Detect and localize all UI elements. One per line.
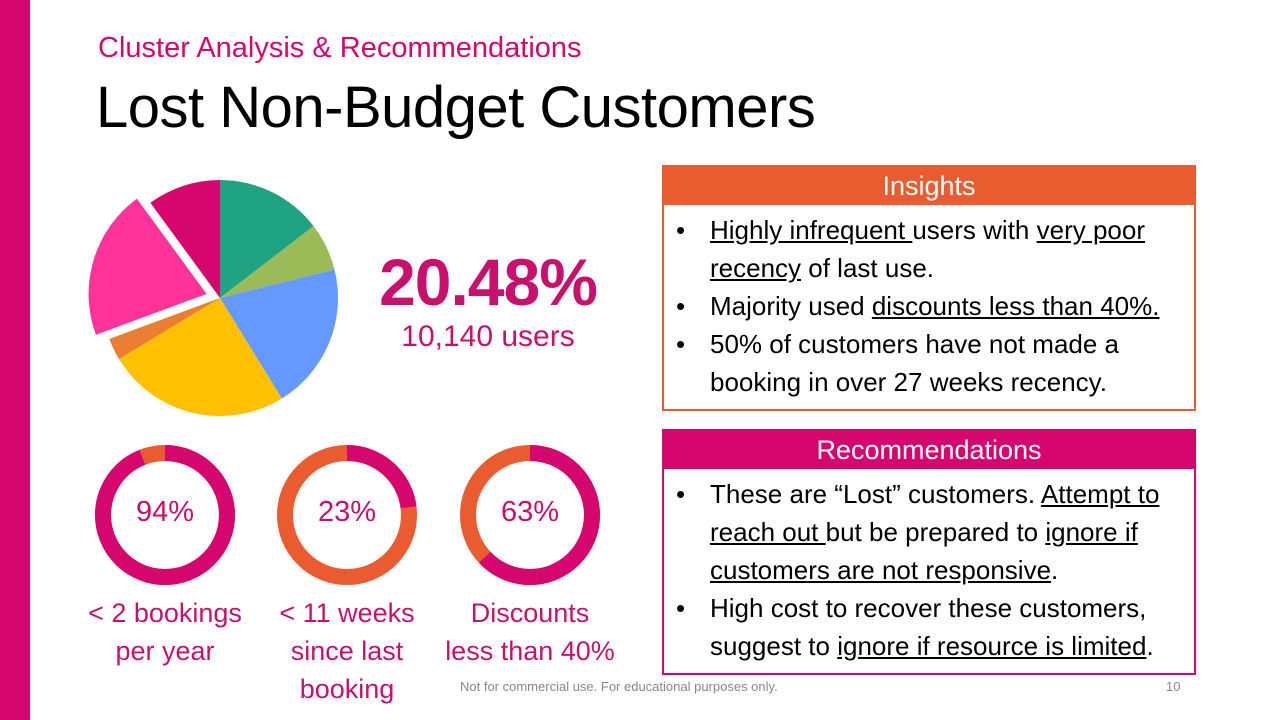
insight-text: 50% of customers have not made a booking… <box>710 329 1120 397</box>
pie-slice <box>109 298 220 360</box>
recommendation-emphasis: ignore if customers are not responsive <box>710 517 1138 585</box>
insight-text: users with <box>912 215 1037 245</box>
stat-label-line: < 2 bookings <box>88 598 242 628</box>
stat-donut-recency: 23% <box>272 440 422 590</box>
footer-disclaimer: Not for commercial use. For educational … <box>460 679 778 694</box>
segment-pie-chart <box>88 180 338 416</box>
pie-slice <box>220 269 338 399</box>
insight-emphasis: Highly infrequent <box>710 215 913 245</box>
insight-item: 50% of customers have not made a booking… <box>676 325 1180 401</box>
side-accent-bar <box>0 0 30 720</box>
slide-subtitle: Cluster Analysis & Recommendations <box>98 32 582 64</box>
donut-value: 23% <box>317 496 377 528</box>
insight-item: Highly infrequent users with very poor r… <box>676 211 1180 287</box>
stat-label-bookings: < 2 bookings per year <box>70 594 260 670</box>
stat-donut-bookings: 94% <box>90 440 240 590</box>
recommendation-text: High cost to recover these customers, su… <box>710 593 1147 661</box>
recommendation-text: but be prepared to <box>825 517 1046 547</box>
stat-label-line: Discounts <box>470 598 590 628</box>
recommendation-emphasis: ignore if resource is limited <box>837 631 1147 661</box>
insights-panel: Insights Highly infrequent users with ve… <box>662 165 1196 411</box>
stat-label-line: since last <box>290 636 404 666</box>
stat-donut-discounts: 63% <box>455 440 605 590</box>
stat-label-line: per year <box>115 636 215 666</box>
donut-ring <box>460 445 600 585</box>
donut-ring <box>277 445 417 585</box>
pie-slice <box>150 180 220 298</box>
recommendation-item: High cost to recover these customers, su… <box>676 589 1180 665</box>
page-number: 10 <box>1166 679 1181 694</box>
recommendation-text: These are “Lost” customers. <box>710 479 1041 509</box>
pie-slice <box>220 180 314 298</box>
stat-label-line: booking <box>299 674 395 704</box>
insight-item: Majority used discounts less than 40%. <box>676 287 1180 325</box>
pie-slice <box>119 298 282 416</box>
pie-slice-highlighted <box>88 198 207 335</box>
segment-user-count: 10,140 users <box>401 320 575 353</box>
stat-label-line: less than 40% <box>445 636 615 666</box>
donut-fill-arc <box>460 445 600 585</box>
recommendations-heading: Recommendations <box>664 431 1194 469</box>
recommendations-panel: Recommendations These are “Lost” custome… <box>662 429 1196 675</box>
stat-label-line: < 11 weeks <box>279 598 415 628</box>
pie-slice <box>220 226 335 298</box>
slide-title: Lost Non-Budget Customers <box>96 75 816 140</box>
insight-emphasis: very poor recency <box>710 215 1145 283</box>
recommendation-text: . <box>1051 555 1059 585</box>
recommendations-list: These are “Lost” customers. Attempt to r… <box>664 469 1194 673</box>
insights-list: Highly infrequent users with very poor r… <box>664 205 1194 409</box>
stat-label-recency: < 11 weeks since last booking <box>252 594 442 708</box>
stat-label-discounts: Discounts less than 40% <box>435 594 625 670</box>
insights-heading: Insights <box>664 167 1194 205</box>
donut-fill-arc <box>277 445 417 585</box>
recommendation-text: . <box>1146 631 1154 661</box>
donut-value: 63% <box>500 496 560 528</box>
segment-share-value: 20.48% <box>379 245 598 319</box>
insight-text: Majority used <box>710 291 872 321</box>
recommendation-emphasis: Attempt to reach out <box>710 479 1160 547</box>
recommendation-item: These are “Lost” customers. Attempt to r… <box>676 475 1180 589</box>
insight-emphasis: discounts less than 40%. <box>871 291 1160 321</box>
insight-text: of last use. <box>801 253 935 283</box>
donut-fill-arc <box>95 445 235 585</box>
donut-ring <box>95 445 235 585</box>
donut-value: 94% <box>135 496 195 528</box>
